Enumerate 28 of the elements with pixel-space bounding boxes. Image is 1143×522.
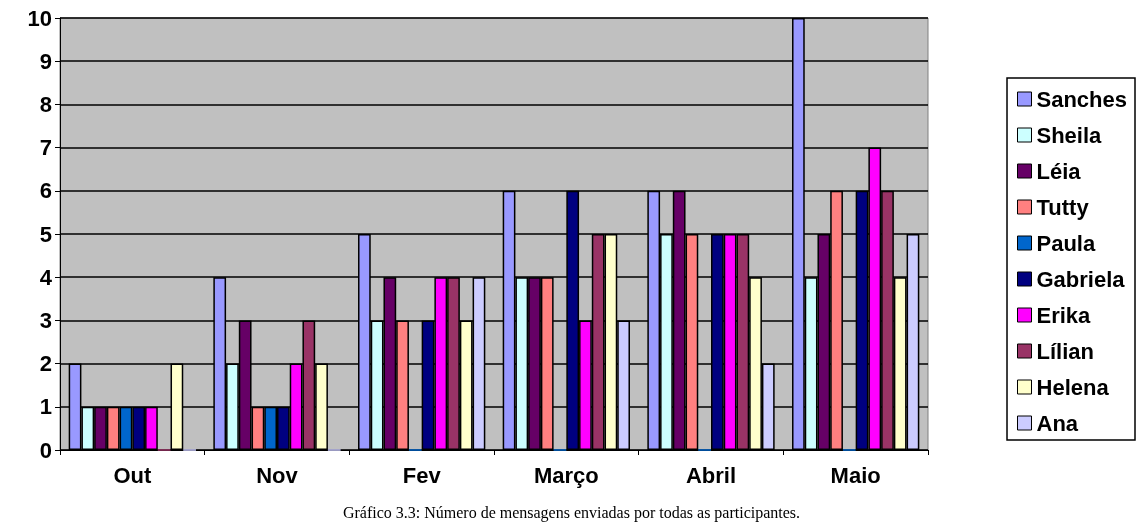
legend-label: Erika <box>1036 302 1092 328</box>
legend-label: Sheila <box>1036 122 1103 148</box>
x-tick-label: Out <box>113 462 152 488</box>
legend-label: Gabriela <box>1036 266 1126 292</box>
x-tick-label: Nov <box>256 462 299 488</box>
legend-label: Lílian <box>1036 338 1094 364</box>
y-tick-label: 9 <box>39 48 52 74</box>
x-tick-label: Março <box>533 462 599 488</box>
y-tick-label: 8 <box>39 91 52 117</box>
legend-label: Léia <box>1036 158 1082 184</box>
y-tick-label: 0 <box>39 437 52 463</box>
y-tick-label: 1 <box>39 394 52 420</box>
legend-label: Tutty <box>1036 194 1090 220</box>
legend-label: Helena <box>1036 374 1110 400</box>
x-tick-label: Abril <box>685 462 737 488</box>
y-tick-label: 2 <box>39 351 52 377</box>
legend-label: Sanches <box>1036 86 1128 112</box>
legend-label: Ana <box>1036 410 1079 436</box>
x-tick-label: Maio <box>830 462 881 488</box>
y-tick-label: 3 <box>39 307 52 333</box>
y-tick-label: 6 <box>39 178 52 204</box>
y-tick-label: 5 <box>39 221 52 247</box>
text: Gráfico 3.3: Número de mensagens enviadas por todas as participantes. <box>342 503 801 522</box>
y-tick-label: 7 <box>39 135 52 161</box>
y-tick-label: 4 <box>39 264 53 290</box>
y-tick-label: 10 <box>27 5 52 31</box>
x-tick-label: Fev <box>402 462 442 488</box>
legend-label: Paula <box>1036 230 1096 256</box>
